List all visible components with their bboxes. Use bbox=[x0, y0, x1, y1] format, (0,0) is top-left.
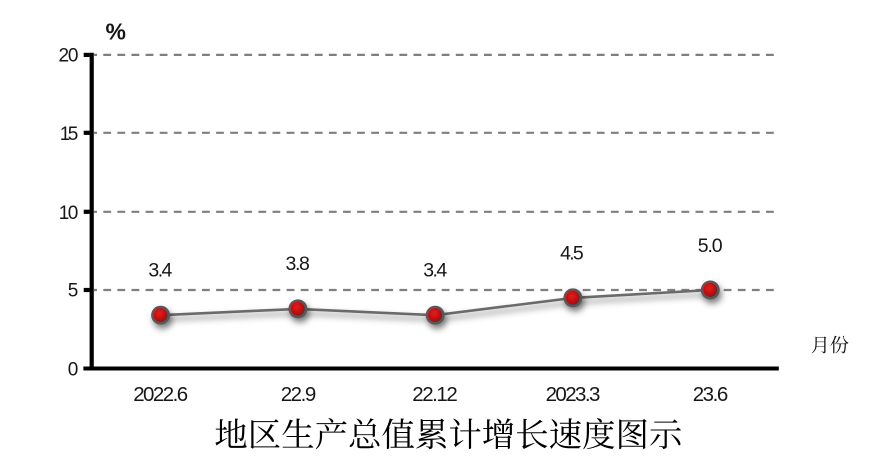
svg-text:%: % bbox=[105, 19, 125, 45]
svg-text:22.12: 22.12 bbox=[412, 383, 458, 406]
svg-text:3.4: 3.4 bbox=[148, 259, 172, 281]
svg-text:3.8: 3.8 bbox=[286, 253, 310, 275]
svg-text:22.9: 22.9 bbox=[281, 383, 317, 406]
svg-text:4.5: 4.5 bbox=[560, 242, 584, 264]
svg-text:0: 0 bbox=[68, 359, 79, 380]
svg-text:2022.6: 2022.6 bbox=[133, 383, 188, 406]
svg-text:10: 10 bbox=[59, 203, 79, 224]
svg-text:3.4: 3.4 bbox=[423, 259, 447, 281]
svg-text:15: 15 bbox=[60, 124, 79, 145]
svg-text:5.0: 5.0 bbox=[698, 235, 723, 257]
svg-text:2023.3: 2023.3 bbox=[546, 383, 601, 406]
svg-text:20: 20 bbox=[59, 45, 79, 66]
svg-text:23.6: 23.6 bbox=[693, 383, 729, 406]
svg-text:5: 5 bbox=[68, 281, 79, 302]
